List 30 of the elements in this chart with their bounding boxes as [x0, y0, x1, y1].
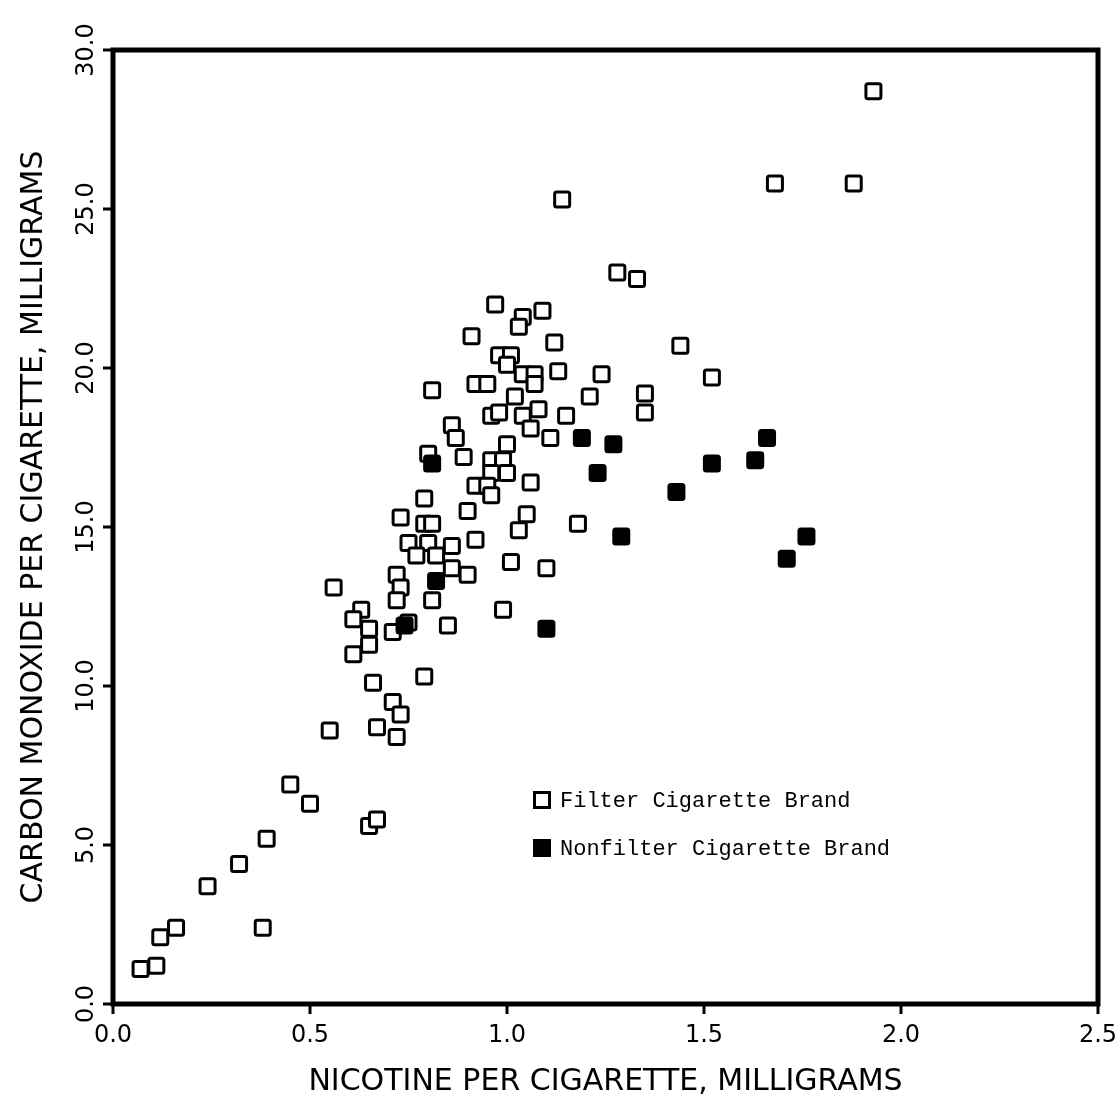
point	[746, 451, 765, 470]
y-tick-label: 10.0	[71, 659, 99, 713]
point	[395, 616, 414, 635]
point	[427, 572, 446, 591]
legend-label: Filter Cigarette Brand	[560, 789, 851, 814]
point	[537, 619, 556, 638]
point	[612, 527, 631, 546]
y-tick-label: 5.0	[71, 825, 99, 865]
x-tick-label: 1.0	[487, 1020, 527, 1048]
point	[588, 463, 607, 482]
point	[797, 527, 816, 546]
y-tick-label: 25.0	[71, 182, 99, 236]
point	[604, 435, 623, 454]
y-tick-label: 15.0	[71, 500, 99, 554]
x-axis-title: NICOTINE PER CIGARETTE, MILLIGRAMS	[308, 1062, 903, 1097]
y-tick-label: 20.0	[71, 341, 99, 395]
legend-label: Nonfilter Cigarette Brand	[560, 837, 891, 862]
y-tick-label: 30.0	[71, 23, 99, 77]
y-axis-title: CARBON MONOXIDE PER CIGARETTE, MILLIGRAMS	[14, 150, 49, 904]
x-tick-label: 2.0	[881, 1020, 921, 1048]
x-tick-label: 0.0	[93, 1020, 133, 1048]
point	[777, 549, 796, 568]
point	[702, 454, 721, 473]
x-tick-label: 0.5	[290, 1020, 330, 1048]
point	[667, 483, 686, 502]
point	[758, 428, 777, 447]
point	[423, 454, 442, 473]
point	[572, 428, 591, 447]
x-tick-label: 2.5	[1078, 1020, 1117, 1048]
x-tick-label: 1.5	[684, 1020, 724, 1048]
